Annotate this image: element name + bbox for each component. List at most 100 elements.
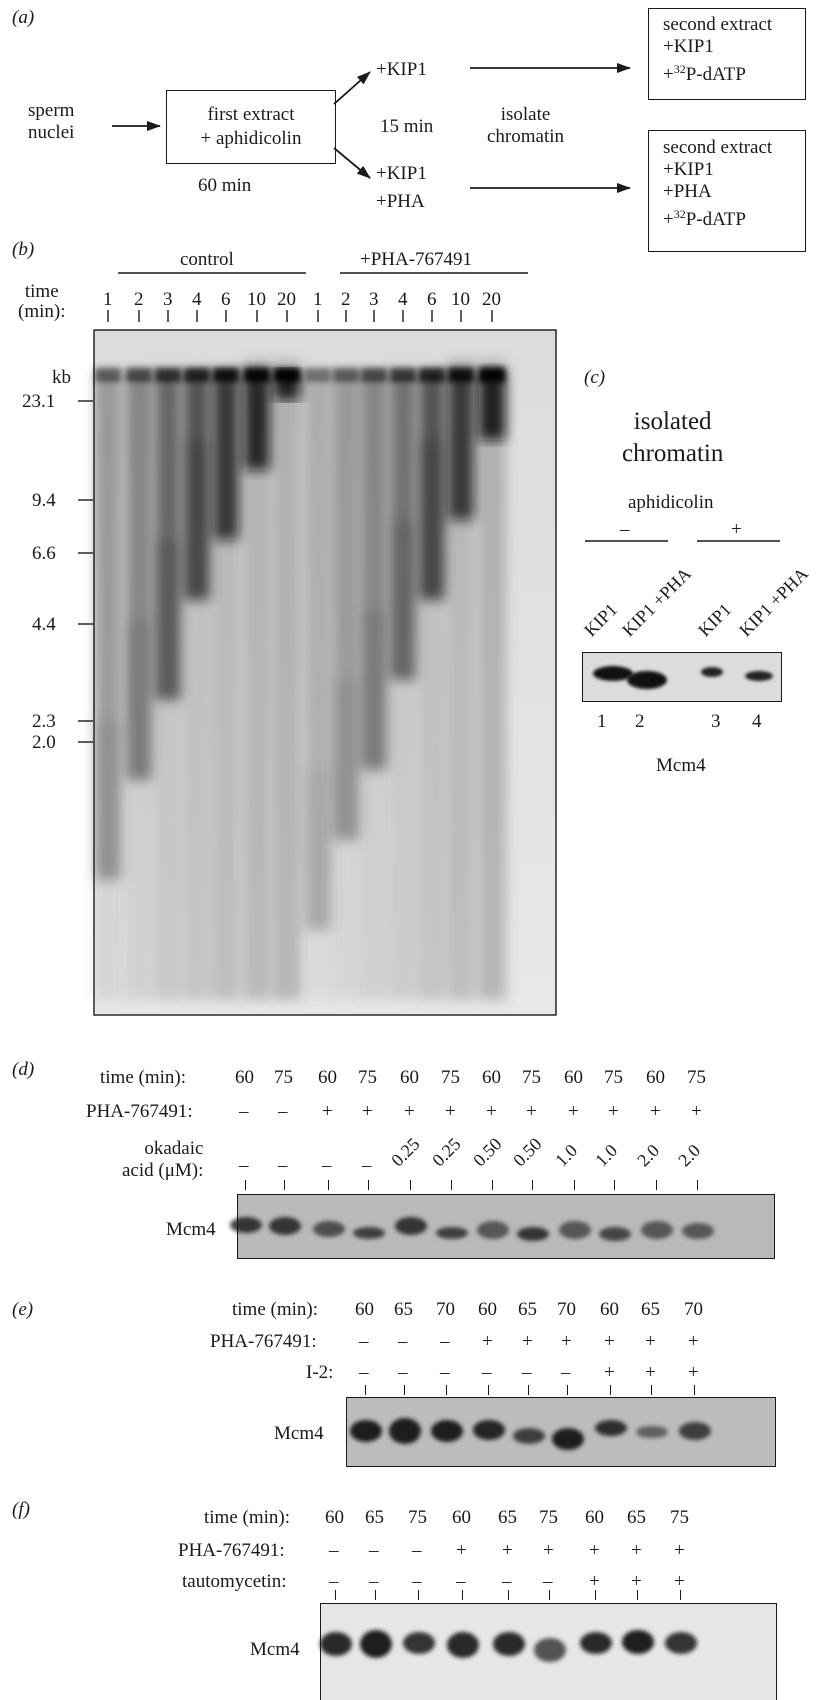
f-tm-2: – [369, 1571, 379, 1592]
lane-time-4: 4 [192, 289, 202, 310]
panel-c-label: (c) [584, 367, 606, 388]
panel-c-blot [582, 652, 782, 702]
lane-time-1: 1 [103, 289, 113, 310]
f-tm-7: + [589, 1571, 600, 1592]
lane-tick [446, 1385, 448, 1395]
second-extract-2-title: second extract [663, 137, 773, 158]
marker-2.3: 2.3 [32, 711, 56, 732]
d-pha-6: + [445, 1101, 456, 1122]
panel-c-lane-number-4: 4 [752, 711, 762, 732]
band-1 [230, 1217, 262, 1233]
panel-f-time-row: time (min): [204, 1507, 291, 1528]
e-pha-1: – [359, 1331, 369, 1352]
lane-time-2: 2 [134, 289, 144, 310]
d-time-8: 75 [522, 1067, 541, 1088]
band-c3 [701, 667, 723, 677]
second-extract-1-kip: +KIP1 [663, 36, 714, 57]
lane-time-5: 6 [221, 289, 231, 310]
panel-e-time-row: time (min): [232, 1299, 319, 1320]
lane-time-10: 3 [369, 289, 379, 310]
e-time-2: 65 [394, 1299, 413, 1320]
panel-f-blot [320, 1603, 777, 1700]
panel-d-oa-row: okadaic acid (μM): [122, 1138, 203, 1182]
marker-6.6: 6.6 [32, 543, 56, 564]
d-time-3: 60 [318, 1067, 337, 1088]
d-time-6: 75 [441, 1067, 460, 1088]
aphidicolin-minus: – [620, 519, 630, 540]
panel-d-label: (d) [12, 1059, 35, 1080]
d-pha-8: + [526, 1101, 537, 1122]
band-4 [353, 1227, 385, 1239]
f-time-2: 65 [365, 1507, 384, 1528]
lane-tick [335, 1590, 337, 1600]
lane-time-12: 6 [427, 289, 437, 310]
f-time-7: 60 [585, 1507, 604, 1528]
f-pha-7: + [589, 1540, 600, 1561]
f-time-4: 60 [452, 1507, 471, 1528]
second-extract-1-title: second extract [663, 14, 773, 35]
lane-tick [528, 1385, 530, 1395]
group-pha-label: +PHA-767491 [360, 249, 473, 270]
d-pha-7: + [486, 1101, 497, 1122]
lane-time-6: 10 [247, 289, 266, 310]
lane-tick [680, 1590, 682, 1600]
f-pha-1: – [329, 1540, 339, 1561]
gel-well-1 [95, 368, 121, 382]
band-5 [493, 1632, 525, 1656]
branch-kip1-pha-text: +KIP1 +PHA [376, 163, 427, 212]
band-8 [622, 1630, 654, 1654]
e-time-6: 70 [557, 1299, 576, 1320]
lane-time-9: 2 [341, 289, 351, 310]
panel-c-title-text: isolated chromatin [622, 408, 724, 467]
gel-core-8 [305, 370, 331, 930]
band-4 [447, 1632, 479, 1658]
f-time-8: 65 [627, 1507, 646, 1528]
d-pha-11: + [650, 1101, 661, 1122]
f-pha-9: + [674, 1540, 685, 1561]
panel-e-blot [346, 1397, 776, 1467]
f-pha-8: + [631, 1540, 642, 1561]
arrow-extract-to-kip1 [333, 71, 371, 105]
d-time-9: 60 [564, 1067, 583, 1088]
lane-tick [245, 1180, 247, 1190]
lane-tick [595, 1590, 597, 1600]
first-time-label: 60 min [198, 175, 252, 196]
second-extract-2-kip: +KIP1 [663, 159, 714, 180]
lane-ticks [78, 310, 493, 743]
gel-well-8 [305, 368, 331, 382]
d-pha-12: + [691, 1101, 702, 1122]
lane-tick [697, 1180, 699, 1190]
panel-e-protein: Mcm4 [274, 1423, 324, 1444]
lane-time-3: 3 [163, 289, 173, 310]
gel-well-2 [126, 368, 152, 382]
band-4 [473, 1420, 505, 1440]
band-8 [636, 1426, 668, 1438]
arrow-extract-to-kip1-pha [333, 147, 371, 179]
gel-well-11 [390, 368, 416, 382]
second-extract-2-pha: +PHA [663, 181, 712, 202]
isolate-chromatin-text: isolate chromatin [487, 104, 565, 147]
f-time-9: 75 [670, 1507, 689, 1528]
lane-tick [492, 1180, 494, 1190]
band-7 [580, 1632, 612, 1654]
gel-core-13 [448, 370, 474, 520]
first-extract-box: first extract + aphidicolin [166, 90, 336, 164]
e-time-4: 60 [478, 1299, 497, 1320]
f-tm-9: + [674, 1571, 685, 1592]
panel-a-label: (a) [12, 7, 35, 28]
lane-tick [488, 1385, 490, 1395]
f-tm-5: – [502, 1571, 512, 1592]
marker-4.4: 4.4 [32, 614, 56, 635]
lane-tick [451, 1180, 453, 1190]
f-tm-4: – [456, 1571, 466, 1592]
e-time-8: 65 [641, 1299, 660, 1320]
d-oa-3: – [322, 1155, 332, 1176]
marker-23.1: 23.1 [22, 391, 56, 412]
group-control-label: control [180, 249, 234, 270]
gel-well-10 [361, 368, 387, 382]
e-i2-7: + [604, 1362, 615, 1383]
d-pha-9: + [568, 1101, 579, 1122]
lane-time-7: 20 [277, 289, 296, 310]
gel-lanes [94, 360, 506, 1000]
